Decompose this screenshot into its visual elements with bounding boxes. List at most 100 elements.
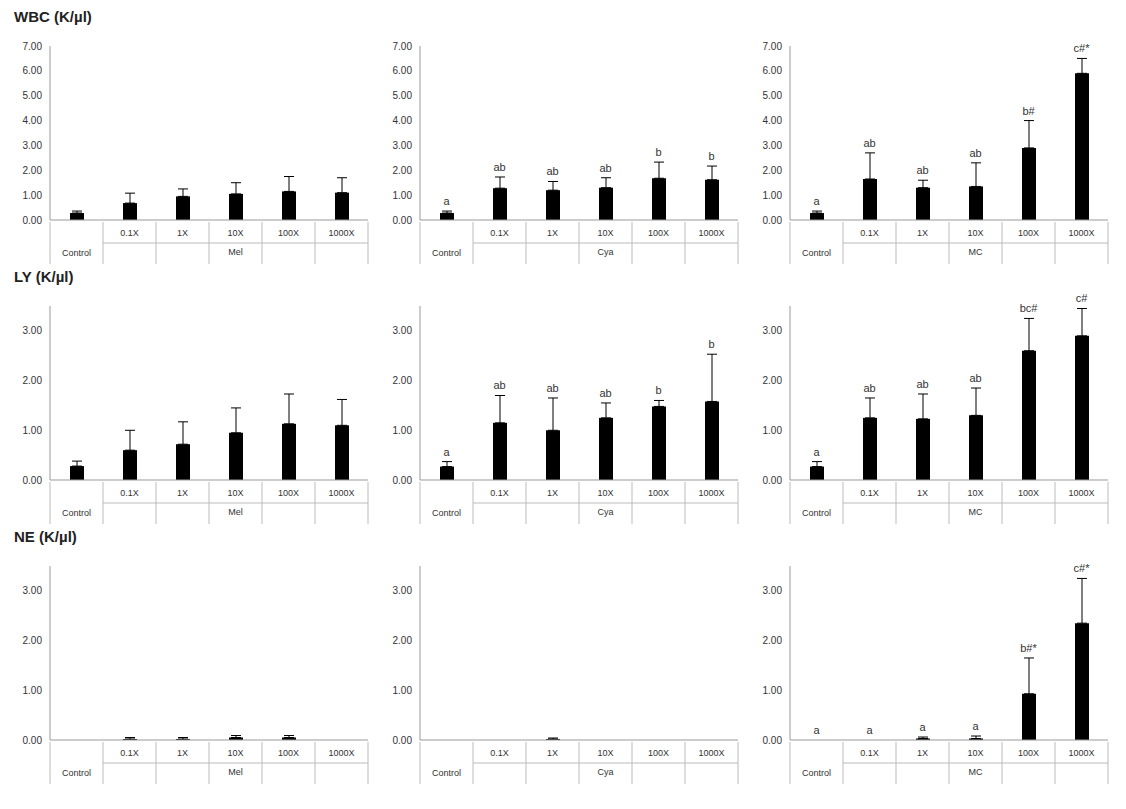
svg-text:0.1X: 0.1X xyxy=(490,488,509,498)
svg-text:MC: MC xyxy=(969,247,983,257)
svg-text:4.00: 4.00 xyxy=(23,115,43,126)
svg-text:b#*: b#* xyxy=(1020,642,1037,654)
svg-text:0.00: 0.00 xyxy=(23,215,43,226)
svg-text:100X: 100X xyxy=(1018,748,1039,758)
svg-text:6.00: 6.00 xyxy=(23,65,43,76)
svg-text:Control: Control xyxy=(432,248,461,258)
svg-text:a: a xyxy=(813,446,820,458)
svg-text:0.1X: 0.1X xyxy=(860,228,879,238)
svg-text:a: a xyxy=(866,724,873,736)
svg-text:1.00: 1.00 xyxy=(393,190,413,201)
svg-text:b: b xyxy=(708,338,714,350)
svg-text:3.00: 3.00 xyxy=(23,585,43,596)
svg-text:Control: Control xyxy=(432,508,461,518)
svg-text:b: b xyxy=(708,150,714,162)
svg-text:3.00: 3.00 xyxy=(763,325,783,336)
svg-text:a: a xyxy=(919,721,926,733)
svg-text:Cya: Cya xyxy=(597,247,613,257)
svg-text:1000X: 1000X xyxy=(698,488,724,498)
svg-text:Control: Control xyxy=(802,248,831,258)
svg-text:100X: 100X xyxy=(278,488,299,498)
svg-text:5.00: 5.00 xyxy=(763,90,783,101)
svg-text:1.00: 1.00 xyxy=(763,425,783,436)
svg-text:c#*: c#* xyxy=(1074,562,1091,574)
svg-text:b#: b# xyxy=(1022,105,1035,117)
svg-text:ab: ab xyxy=(969,372,981,384)
svg-text:Control: Control xyxy=(62,768,91,778)
svg-text:c#: c# xyxy=(1076,292,1089,304)
svg-text:0.00: 0.00 xyxy=(763,735,783,746)
svg-text:1000X: 1000X xyxy=(1068,228,1094,238)
svg-text:1.00: 1.00 xyxy=(763,685,783,696)
svg-text:100X: 100X xyxy=(648,748,669,758)
svg-text:Cya: Cya xyxy=(597,767,613,777)
svg-text:ab: ab xyxy=(599,387,611,399)
svg-text:1X: 1X xyxy=(177,488,188,498)
svg-text:0.00: 0.00 xyxy=(393,215,413,226)
svg-text:ab: ab xyxy=(916,164,928,176)
svg-text:3.00: 3.00 xyxy=(763,585,783,596)
svg-text:1X: 1X xyxy=(917,228,928,238)
svg-text:ab: ab xyxy=(493,379,505,391)
svg-text:2.00: 2.00 xyxy=(763,635,783,646)
svg-text:7.00: 7.00 xyxy=(393,41,413,52)
svg-text:10X: 10X xyxy=(967,748,983,758)
svg-text:3.00: 3.00 xyxy=(393,585,413,596)
svg-text:4.00: 4.00 xyxy=(763,115,783,126)
svg-text:1X: 1X xyxy=(177,748,188,758)
svg-text:100X: 100X xyxy=(1018,488,1039,498)
svg-text:1X: 1X xyxy=(177,228,188,238)
svg-text:1X: 1X xyxy=(917,488,928,498)
svg-text:4.00: 4.00 xyxy=(393,115,413,126)
svg-text:a: a xyxy=(813,724,820,736)
svg-text:10X: 10X xyxy=(227,748,243,758)
svg-text:1.00: 1.00 xyxy=(23,190,43,201)
svg-text:ab: ab xyxy=(916,378,928,390)
svg-text:100X: 100X xyxy=(278,228,299,238)
svg-text:1000X: 1000X xyxy=(1068,748,1094,758)
svg-text:3.00: 3.00 xyxy=(23,325,43,336)
svg-text:0.1X: 0.1X xyxy=(120,488,139,498)
svg-text:1X: 1X xyxy=(547,228,558,238)
svg-text:Control: Control xyxy=(432,768,461,778)
svg-text:5.00: 5.00 xyxy=(23,90,43,101)
svg-text:3.00: 3.00 xyxy=(763,140,783,151)
svg-text:2.00: 2.00 xyxy=(763,165,783,176)
svg-text:0.1X: 0.1X xyxy=(860,488,879,498)
svg-text:1X: 1X xyxy=(547,488,558,498)
svg-text:1000X: 1000X xyxy=(328,228,354,238)
svg-text:0.00: 0.00 xyxy=(23,475,43,486)
svg-text:2.00: 2.00 xyxy=(763,375,783,386)
svg-text:1000X: 1000X xyxy=(698,228,724,238)
svg-text:Control: Control xyxy=(802,768,831,778)
svg-text:1000X: 1000X xyxy=(698,748,724,758)
svg-text:Mel: Mel xyxy=(228,247,243,257)
svg-text:10X: 10X xyxy=(597,748,613,758)
svg-text:2.00: 2.00 xyxy=(23,375,43,386)
svg-text:ab: ab xyxy=(863,137,875,149)
svg-text:10X: 10X xyxy=(967,488,983,498)
svg-text:6.00: 6.00 xyxy=(393,65,413,76)
svg-text:2.00: 2.00 xyxy=(23,165,43,176)
svg-text:0.1X: 0.1X xyxy=(120,228,139,238)
svg-text:2.00: 2.00 xyxy=(393,375,413,386)
svg-text:1000X: 1000X xyxy=(328,488,354,498)
svg-text:1.00: 1.00 xyxy=(23,425,43,436)
svg-text:1X: 1X xyxy=(547,748,558,758)
svg-text:100X: 100X xyxy=(648,488,669,498)
svg-text:1.00: 1.00 xyxy=(393,685,413,696)
svg-text:Control: Control xyxy=(62,248,91,258)
svg-text:10X: 10X xyxy=(597,488,613,498)
svg-text:0.00: 0.00 xyxy=(23,735,43,746)
svg-text:MC: MC xyxy=(969,507,983,517)
svg-text:a: a xyxy=(813,195,820,207)
svg-text:c#*: c#* xyxy=(1074,42,1091,54)
svg-text:0.1X: 0.1X xyxy=(120,748,139,758)
svg-text:MC: MC xyxy=(969,767,983,777)
svg-text:1.00: 1.00 xyxy=(23,685,43,696)
svg-text:1X: 1X xyxy=(917,748,928,758)
svg-text:0.00: 0.00 xyxy=(763,475,783,486)
svg-text:b: b xyxy=(655,384,661,396)
svg-text:5.00: 5.00 xyxy=(393,90,413,101)
svg-text:3.00: 3.00 xyxy=(393,140,413,151)
